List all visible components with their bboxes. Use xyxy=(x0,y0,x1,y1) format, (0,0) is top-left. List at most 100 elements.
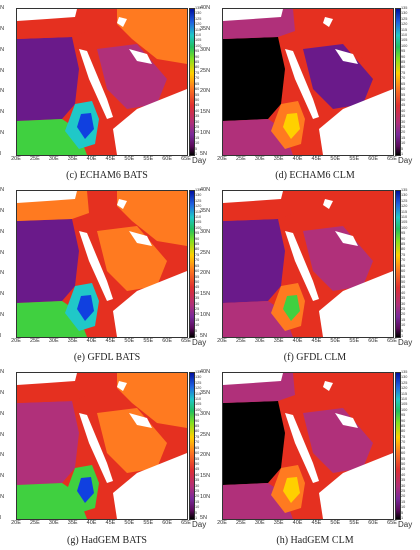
colorbar-tick-label: 1 xyxy=(401,516,404,520)
lon-tick-label: 20E xyxy=(11,338,21,344)
panel-caption: (e) GFDL BATS xyxy=(73,352,141,363)
colorbar-tick-label: 1 xyxy=(401,152,404,156)
colorbar-tick-label: 80 xyxy=(195,65,200,70)
colorbar-tick-label: 50 xyxy=(401,279,406,284)
lat-tick-label: 35N xyxy=(200,389,211,396)
colorbar-tick-label: 95 xyxy=(401,413,406,418)
colorbar-tick-label: 10 xyxy=(195,141,200,146)
colorbar-tick-label: 135 xyxy=(195,6,202,10)
colorbar-tick-label: 100 xyxy=(401,407,408,412)
colorbar-tick-label: 75 xyxy=(195,252,200,257)
colorbar-unit-label: Day xyxy=(398,520,413,529)
colorbar-ticks: 135 130 125 120 115 110 105 100 95 90 85 80 75 70 65 60… xyxy=(195,6,207,156)
lon-tick-label: 20E xyxy=(217,338,227,344)
colorbar-tick-label: 40 xyxy=(401,290,406,295)
colorbar-tick-label: 10 xyxy=(195,505,200,510)
colorbar-tick-label: 10 xyxy=(401,505,406,510)
colorbar xyxy=(395,8,401,156)
colorbar-tick-label: 130 xyxy=(401,11,408,16)
colorbar-tick-label: 90 xyxy=(401,54,406,59)
colorbar-tick-label: 90 xyxy=(195,54,200,59)
colorbar-tick-label: 70 xyxy=(401,258,406,263)
lon-tick-label: 30E xyxy=(254,338,265,344)
colorbar-tick-label: 60 xyxy=(401,269,406,274)
colorbar-tick-label: 70 xyxy=(195,440,200,445)
lon-axis: 20E 25E 30E 35E 40E 45E 50E 55E 60E 65E xyxy=(217,520,397,528)
lon-tick-label: 50E xyxy=(124,156,135,162)
lat-tick-label: 40N xyxy=(200,187,211,193)
lon-tick-label: 60E xyxy=(368,520,379,526)
map-field xyxy=(17,373,187,519)
lon-tick-label: 65E xyxy=(387,338,397,344)
lat-tick-label: 15N xyxy=(200,291,211,298)
lon-tick-label: 60E xyxy=(162,156,173,162)
colorbar-ticks: 135 130 125 120 115 110 105 100 95 90 85 80 75 70 65 60… xyxy=(401,6,413,156)
lon-tick-label: 65E xyxy=(387,156,397,162)
colorbar-tick-label: 100 xyxy=(195,407,202,412)
lat-tick-label: 35N xyxy=(0,25,5,32)
lon-tick-label: 55E xyxy=(349,520,360,526)
map-panel: 40N35N30N25N20N15N10N5N20E25E30E35E40E45… xyxy=(0,4,206,169)
lat-tick-label: 15N xyxy=(200,473,211,480)
lon-tick-label: 35E xyxy=(273,520,284,526)
map-panel: 40N35N30N25N20N15N10N5N20E25E30E35E40E45… xyxy=(0,368,206,533)
lon-tick-label: 65E xyxy=(387,520,397,526)
colorbar-unit-label: Day xyxy=(398,156,413,165)
colorbar-tick-label: 60 xyxy=(195,451,200,456)
colorbar-tick-label: 50 xyxy=(195,461,200,466)
colorbar-tick-label: 105 xyxy=(401,38,408,43)
colorbar-tick-label: 110 xyxy=(401,397,408,402)
lon-tick-label: 35E xyxy=(273,156,284,162)
map-field xyxy=(223,191,393,337)
colorbar-tick-label: 115 xyxy=(401,209,408,214)
colorbar-tick-label: 105 xyxy=(401,402,408,407)
lon-tick-label: 40E xyxy=(292,156,303,162)
colorbar-tick-label: 105 xyxy=(195,402,202,407)
lon-tick-label: 35E xyxy=(67,338,78,344)
colorbar-tick-label: 75 xyxy=(195,70,200,75)
map-plot xyxy=(222,190,394,338)
colorbar-tick-label: 120 xyxy=(195,204,202,209)
colorbar-tick-label: 60 xyxy=(195,87,200,92)
lat-tick-label: 10N xyxy=(200,312,211,319)
lat-tick-label: 5N xyxy=(200,515,208,521)
lat-tick-label: 10N xyxy=(200,130,211,137)
colorbar xyxy=(189,372,195,520)
colorbar-tick-label: 80 xyxy=(401,429,406,434)
colorbar-tick-label: 60 xyxy=(401,451,406,456)
panel-caption: (f) GFDL CLM xyxy=(283,352,347,363)
colorbar-tick-label: 25 xyxy=(195,306,200,311)
lat-tick-label: 5N xyxy=(0,515,1,521)
colorbar-tick-label: 115 xyxy=(195,209,202,214)
colorbar-tick-label: 75 xyxy=(401,70,406,75)
lon-tick-label: 25E xyxy=(235,520,246,526)
lon-tick-label: 45E xyxy=(311,520,322,526)
lat-tick-label: 30N xyxy=(200,410,211,417)
colorbar-tick-label: 80 xyxy=(401,247,406,252)
colorbar-tick-label: 1 xyxy=(401,334,404,338)
lon-axis: 20E 25E 30E 35E 40E 45E 50E 55E 60E 65E xyxy=(217,156,397,164)
colorbar-tick-label: 10 xyxy=(401,141,406,146)
lon-tick-label: 30E xyxy=(48,520,59,526)
lon-tick-label: 45E xyxy=(105,520,116,526)
colorbar-tick-label: 125 xyxy=(401,198,408,203)
lon-tick-label: 65E xyxy=(181,338,191,344)
colorbar-tick-label: 55 xyxy=(401,92,406,97)
colorbar-tick-label: 40 xyxy=(401,472,406,477)
colorbar-tick-label: 20 xyxy=(195,130,200,135)
lat-tick-label: 20N xyxy=(0,88,5,95)
colorbar-tick-label: 15 xyxy=(195,135,200,140)
colorbar-tick-label: 95 xyxy=(401,231,406,236)
colorbar-tick-label: 100 xyxy=(401,225,408,230)
colorbar-tick-label: 55 xyxy=(195,92,200,97)
colorbar-tick-label: 65 xyxy=(401,263,406,268)
colorbar-tick-label: 110 xyxy=(195,215,202,220)
colorbar-tick-label: 55 xyxy=(401,456,406,461)
panel-caption: (c) ECHAM6 BATS xyxy=(66,170,148,181)
colorbar-tick-label: 65 xyxy=(195,445,200,450)
colorbar-tick-label: 5 xyxy=(401,146,404,151)
lon-tick-label: 45E xyxy=(105,338,116,344)
lon-tick-label: 35E xyxy=(67,520,78,526)
colorbar-tick-label: 40 xyxy=(401,108,406,113)
lon-tick-label: 25E xyxy=(29,520,40,526)
